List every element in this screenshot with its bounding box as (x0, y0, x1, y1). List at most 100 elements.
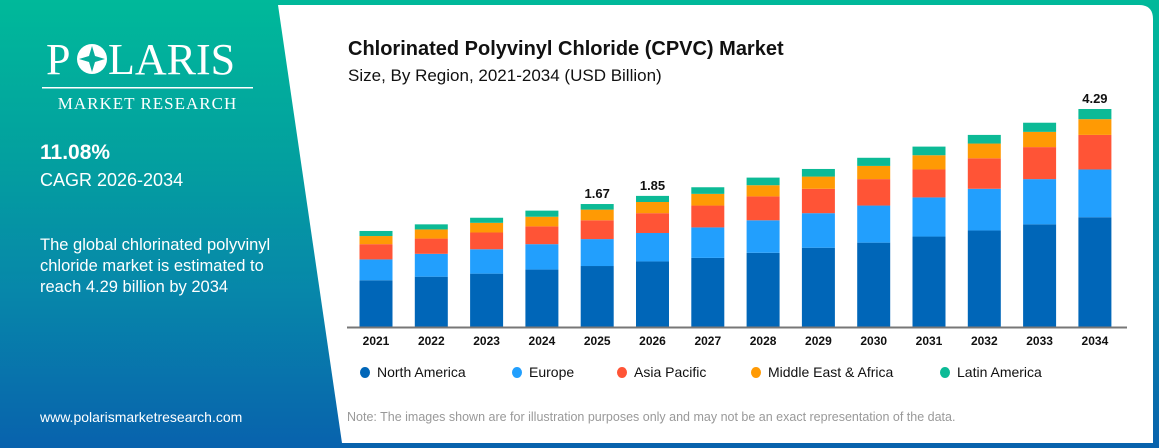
chart-title: Chlorinated Polyvinyl Chloride (CPVC) Ma… (348, 38, 784, 60)
legend-label: Europe (529, 364, 575, 380)
bar-segment-asia-pacific-2030 (857, 179, 891, 206)
bar-segment-asia-pacific-2031 (912, 169, 946, 198)
svg-text:P: P (46, 35, 70, 84)
x-tick-label: 2029 (805, 334, 832, 348)
bar-segment-europe-2032 (967, 188, 1001, 231)
bar-segment-latin-america-2028 (746, 177, 780, 186)
bar-segment-asia-pacific-2021 (359, 244, 393, 260)
bar-segment-europe-2025 (580, 239, 614, 267)
svg-text:MARKET RESEARCH: MARKET RESEARCH (58, 94, 238, 113)
legend-label: North America (377, 364, 466, 380)
x-tick-label: 2033 (1026, 334, 1053, 348)
x-tick-label: 2023 (473, 334, 500, 348)
bar-segment-north-america-2027 (691, 257, 725, 327)
legend-item-middle-east-africa: Middle East & Africa (751, 364, 893, 380)
x-tick-label: 2034 (1082, 334, 1109, 348)
legend-label: Middle East & Africa (768, 364, 894, 380)
bar-segment-asia-pacific-2033 (1023, 147, 1057, 180)
bar-segment-north-america-2023 (470, 273, 504, 327)
x-tick-label: 2021 (363, 334, 390, 348)
bar-segment-north-america-2024 (525, 269, 559, 327)
bar-segment-europe-2026 (636, 232, 669, 262)
bar-segment-latin-america-2023 (470, 217, 504, 223)
bar-segment-north-america-2026 (636, 261, 669, 327)
bar-segment-latin-america-2034 (1078, 109, 1112, 120)
legend-label: Asia Pacific (634, 364, 707, 380)
cagr-value: 11.08% (40, 141, 111, 164)
bar-segment-asia-pacific-2029 (801, 188, 835, 214)
disclaimer-note: Note: The images shown are for illustrat… (347, 410, 956, 424)
bar-segment-north-america-2033 (1023, 224, 1057, 327)
legend-item-asia-pacific: Asia Pacific (617, 364, 706, 380)
x-tick-label: 2032 (971, 334, 998, 348)
cagr-label: CAGR 2026-2034 (40, 170, 184, 190)
bar-segment-middle-east-africa-2025 (580, 209, 614, 221)
x-tick-label: 2030 (860, 334, 887, 348)
bar-segment-middle-east-africa-2024 (525, 216, 559, 227)
bar-segment-latin-america-2021 (359, 230, 393, 237)
bar-segment-middle-east-africa-2033 (1023, 131, 1057, 148)
x-tick-label: 2024 (529, 334, 556, 348)
bar-segment-middle-east-africa-2022 (414, 229, 448, 239)
bar-segment-asia-pacific-2024 (525, 226, 559, 245)
bar-segment-asia-pacific-2025 (580, 220, 614, 240)
bar-segment-latin-america-2024 (525, 210, 559, 217)
bar-segment-middle-east-africa-2032 (967, 143, 1001, 159)
bar-segment-asia-pacific-2022 (414, 238, 448, 254)
bar-segment-latin-america-2033 (1023, 122, 1057, 132)
bar-segment-asia-pacific-2028 (746, 196, 780, 221)
bar-segment-europe-2030 (857, 205, 891, 243)
bar-segment-north-america-2031 (912, 236, 946, 327)
bar-segment-europe-2034 (1078, 169, 1112, 218)
bar-segment-europe-2029 (801, 213, 835, 248)
bar-segment-asia-pacific-2026 (636, 213, 669, 233)
bar-segment-europe-2031 (912, 197, 946, 237)
bar-segment-middle-east-africa-2030 (857, 165, 891, 180)
legend-item-europe: Europe (512, 364, 574, 380)
website-link[interactable]: www.polarismarketresearch.com (40, 409, 243, 425)
bar-segment-north-america-2028 (746, 252, 780, 327)
bar-segment-latin-america-2032 (967, 134, 1001, 144)
polaris-logo: P LARIS MARKET RESEARCH (40, 34, 255, 114)
x-tick-label: 2022 (418, 334, 445, 348)
legend-item-latin-america: Latin America (940, 364, 1042, 380)
bar-segment-asia-pacific-2034 (1078, 134, 1112, 170)
bar-segment-europe-2027 (691, 227, 725, 258)
x-tick-label: 2025 (584, 334, 611, 348)
bar-segment-asia-pacific-2023 (470, 232, 504, 250)
x-tick-label: 2031 (916, 334, 943, 348)
x-tick-label: 2026 (639, 334, 666, 348)
bar-segment-middle-east-africa-2021 (359, 236, 393, 245)
chart-subtitle: Size, By Region, 2021-2034 (USD Billion) (348, 66, 662, 85)
bar-segment-latin-america-2022 (414, 224, 448, 230)
legend-dot-icon (617, 366, 627, 378)
bar-segment-middle-east-africa-2023 (470, 222, 504, 233)
svg-text:LARIS: LARIS (108, 35, 235, 84)
bar-segment-latin-america-2027 (691, 187, 725, 194)
bar-segment-middle-east-africa-2029 (801, 176, 835, 189)
data-label-2026: 1.85 (640, 178, 665, 193)
bar-segment-europe-2024 (525, 244, 559, 270)
legend-dot-icon (512, 366, 522, 378)
bar-segment-middle-east-africa-2028 (746, 185, 780, 197)
bar-segment-north-america-2032 (967, 230, 1001, 327)
bar-segment-latin-america-2029 (801, 168, 835, 177)
bar-segment-north-america-2021 (359, 280, 393, 327)
bar-segment-latin-america-2025 (580, 204, 614, 210)
bar-segment-middle-east-africa-2031 (912, 155, 946, 170)
bar-segment-latin-america-2026 (636, 195, 669, 202)
bar-segment-europe-2028 (746, 220, 780, 253)
bar-segment-asia-pacific-2027 (691, 205, 725, 228)
bar-segment-north-america-2025 (580, 266, 614, 327)
x-tick-label: 2028 (750, 334, 777, 348)
bar-segment-north-america-2030 (857, 242, 891, 327)
data-label-2034: 4.29 (1082, 91, 1107, 106)
bar-segment-north-america-2022 (414, 276, 448, 327)
bar-segment-asia-pacific-2032 (967, 158, 1001, 189)
bar-segment-latin-america-2031 (912, 146, 946, 156)
bar-segment-north-america-2034 (1078, 217, 1112, 327)
bar-segment-europe-2021 (359, 259, 393, 281)
bar-segment-europe-2033 (1023, 179, 1057, 225)
data-label-2025: 1.67 (585, 186, 610, 201)
